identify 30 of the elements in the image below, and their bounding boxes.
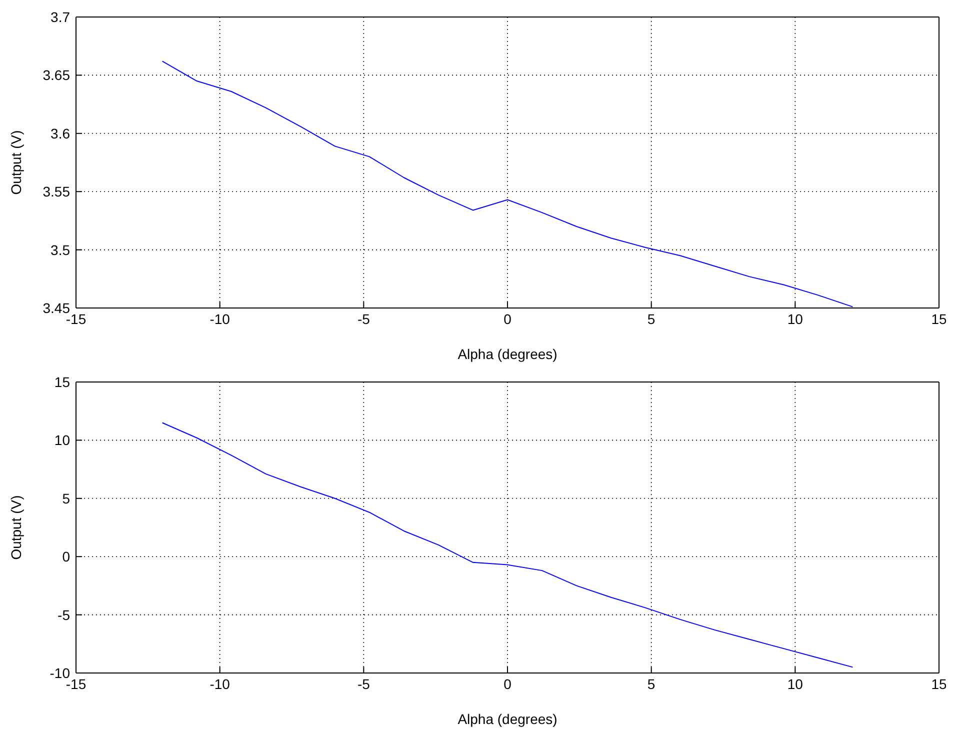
x-tick-label: 5 bbox=[647, 310, 656, 327]
y-tick-label: 5 bbox=[62, 490, 70, 506]
y-axis-title: Output (V) bbox=[8, 130, 24, 195]
y-tick-label: 15 bbox=[54, 374, 70, 390]
x-tick-label: 10 bbox=[787, 310, 804, 327]
x-axis-title: Alpha (degrees) bbox=[458, 346, 558, 362]
y-tick-label: 3.6 bbox=[50, 125, 70, 142]
x-tick-label: -5 bbox=[357, 676, 370, 692]
y-tick-label: 3.55 bbox=[42, 184, 70, 200]
x-tick-label: 5 bbox=[647, 676, 656, 692]
y-tick-label: 3.45 bbox=[42, 300, 70, 316]
y-tick-label: -5 bbox=[58, 606, 70, 623]
line-series bbox=[162, 60, 854, 308]
y-tick-label: 3.65 bbox=[42, 67, 70, 84]
x-tick-label: 0 bbox=[504, 676, 512, 692]
x-tick-label: 10 bbox=[787, 676, 804, 692]
x-axis-title: Alpha (degrees) bbox=[458, 711, 558, 727]
y-tick-label: -10 bbox=[50, 664, 70, 681]
x-tick-label: 15 bbox=[931, 310, 947, 327]
y-axis-title: Output (V) bbox=[8, 495, 24, 560]
x-tick-label: 15 bbox=[931, 676, 947, 692]
x-tick-label: -10 bbox=[210, 310, 230, 327]
y-tick-label: 0 bbox=[62, 548, 70, 565]
x-tick-label: 0 bbox=[504, 310, 512, 327]
y-tick-label: 3.7 bbox=[50, 8, 70, 25]
y-tick-label: 10 bbox=[54, 432, 70, 448]
x-tick-label: -5 bbox=[357, 310, 370, 327]
y-tick-label: 3.5 bbox=[50, 242, 70, 258]
x-tick-label: -10 bbox=[210, 676, 230, 692]
line-series bbox=[162, 422, 854, 668]
